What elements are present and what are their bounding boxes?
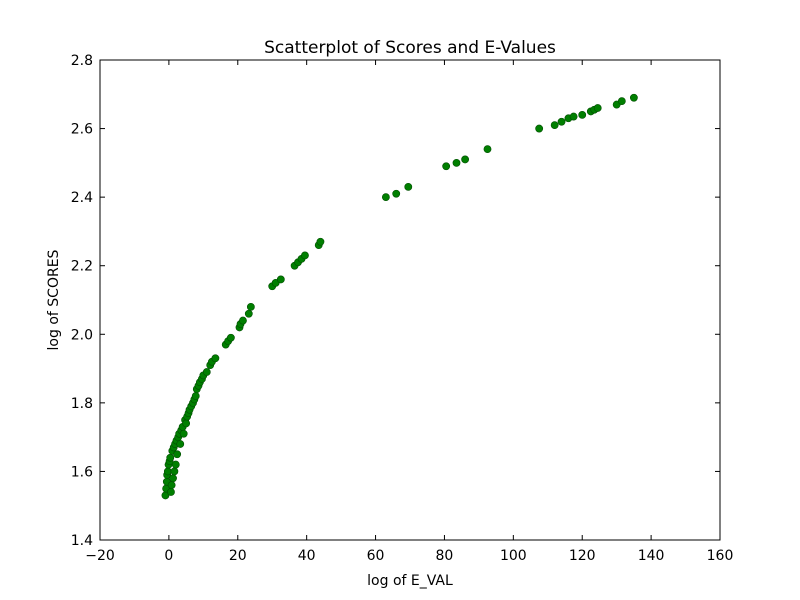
data-point	[191, 392, 200, 400]
data-point	[226, 333, 235, 342]
x-tick-label: 20	[229, 548, 247, 564]
x-tick-label: −20	[85, 548, 115, 564]
x-tick-label: 100	[500, 548, 527, 564]
data-point	[557, 117, 566, 126]
data-point	[239, 316, 247, 325]
data-point	[166, 453, 175, 462]
data-point	[246, 302, 255, 311]
data-point	[483, 145, 492, 154]
data-point	[163, 467, 172, 476]
data-point	[381, 193, 390, 202]
data-point	[550, 121, 559, 130]
data-point	[593, 104, 602, 112]
data-point	[629, 93, 638, 102]
x-tick-label: 60	[367, 548, 385, 564]
x-tick-label: 140	[638, 548, 665, 564]
x-axis-label: log of E_VAL	[367, 573, 453, 589]
data-point	[171, 460, 180, 469]
data-point	[179, 429, 188, 438]
y-tick-label: 1.8	[71, 396, 93, 412]
y-tick-label: 2.4	[71, 190, 93, 206]
data-point	[442, 162, 451, 171]
y-tick-label: 1.4	[71, 533, 93, 549]
data-point	[170, 467, 179, 476]
y-tick-label: 2.8	[71, 53, 93, 69]
data-point	[316, 237, 325, 246]
data-point	[404, 182, 413, 191]
data-points	[161, 93, 638, 500]
data-point	[169, 474, 177, 483]
data-point	[392, 189, 401, 198]
y-tick-label: 2.0	[71, 327, 93, 343]
data-point	[617, 97, 626, 106]
plot-frame	[99, 59, 721, 541]
x-tick-label: 0	[164, 548, 173, 564]
data-point	[461, 155, 470, 164]
data-point	[301, 251, 309, 260]
data-point	[452, 158, 461, 167]
x-tick-label: 40	[298, 548, 316, 564]
x-axis-ticks: −20 0 20 40 60 80 100 120 140 160	[85, 60, 733, 564]
chart-title: Scatterplot of Scores and E-Values	[264, 38, 556, 58]
data-point	[182, 419, 191, 428]
y-axis-ticks: 1.4 1.6 1.8 2.0 2.2 2.4 2.6 2.8	[71, 53, 720, 549]
data-point	[244, 309, 253, 318]
x-tick-label: 120	[569, 548, 596, 564]
y-tick-label: 2.2	[71, 259, 93, 275]
data-point	[173, 450, 182, 459]
data-point	[211, 354, 220, 363]
data-point	[569, 112, 578, 121]
data-point	[202, 368, 211, 376]
data-point	[578, 110, 587, 119]
data-point	[167, 481, 176, 490]
x-tick-label: 160	[707, 548, 734, 564]
x-tick-label: 80	[436, 548, 454, 564]
y-tick-label: 2.6	[71, 122, 93, 138]
data-point	[535, 124, 544, 133]
data-point	[176, 440, 185, 448]
y-axis-label: log of SCORES	[46, 249, 62, 350]
y-tick-label: 1.6	[71, 464, 93, 480]
data-point	[167, 488, 175, 496]
data-point	[276, 275, 285, 284]
